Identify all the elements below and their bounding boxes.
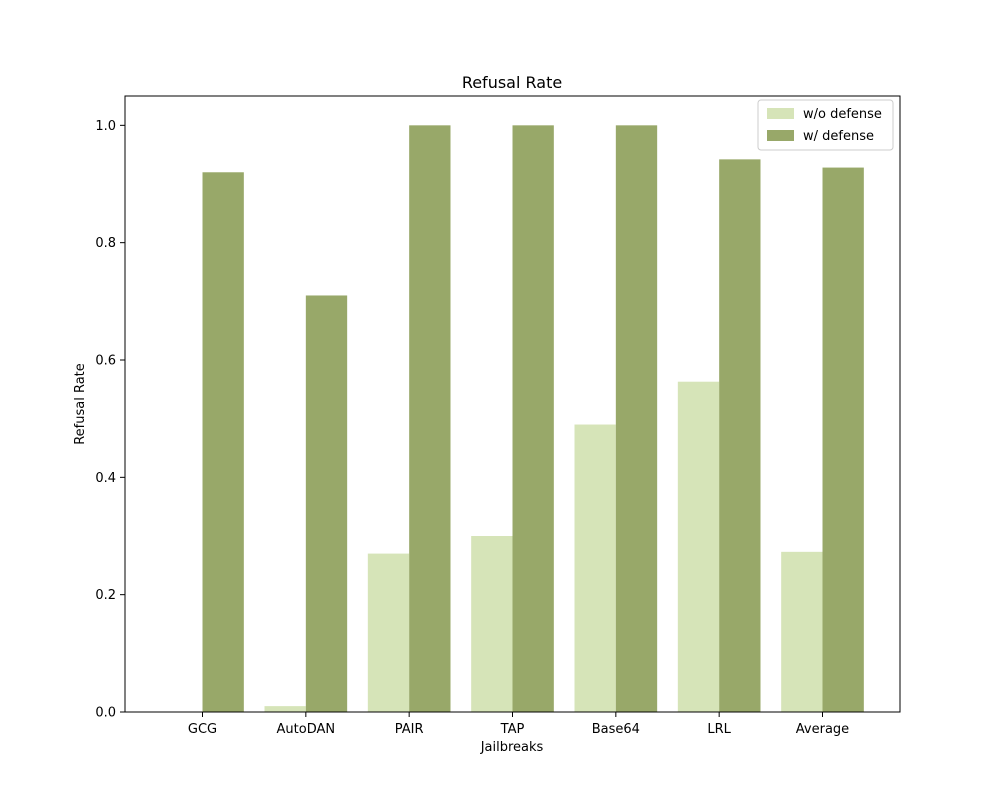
bars-group bbox=[202, 125, 864, 713]
bar-with-defense-average bbox=[822, 167, 864, 712]
bar-without-defense-base64 bbox=[574, 424, 616, 712]
bar-with-defense-lrl bbox=[719, 159, 761, 713]
bar-without-defense-average bbox=[781, 551, 823, 712]
bar-with-defense-gcg bbox=[202, 172, 244, 712]
bar-without-defense-autodan bbox=[264, 706, 306, 712]
y-tick-label: 0.8 bbox=[95, 236, 116, 251]
bar-with-defense-base64 bbox=[615, 125, 658, 712]
x-tick-label: Base64 bbox=[592, 722, 640, 737]
bar-with-defense-autodan bbox=[305, 295, 348, 712]
bar-without-defense-tap bbox=[471, 536, 513, 712]
x-tick-label: PAIR bbox=[395, 722, 424, 737]
y-tick-label: 1.0 bbox=[95, 119, 116, 134]
legend-swatch-without-defense bbox=[767, 108, 794, 119]
bar-without-defense-pair bbox=[367, 553, 410, 712]
chart-title: Refusal Rate bbox=[462, 73, 562, 92]
x-tick-label: AutoDAN bbox=[277, 722, 336, 737]
x-tick-label: TAP bbox=[500, 722, 525, 737]
legend: w/o defense w/ defense bbox=[757, 99, 894, 151]
x-tick-label: LRL bbox=[707, 722, 731, 737]
x-tick-label: Average bbox=[796, 722, 849, 737]
y-tick-label: 0.2 bbox=[95, 588, 116, 603]
y-tick-label: 0.0 bbox=[95, 706, 116, 721]
y-axis: 0.0 0.2 0.4 0.6 0.8 1.0 bbox=[95, 119, 125, 721]
bar-with-defense-tap bbox=[512, 125, 554, 712]
x-axis-label: Jailbreaks bbox=[480, 740, 544, 755]
y-axis-label: Refusal Rate bbox=[73, 363, 88, 445]
bar-with-defense-pair bbox=[409, 125, 451, 712]
x-axis: GCG AutoDAN PAIR TAP Base64 LRL Average bbox=[188, 712, 849, 737]
legend-label-with-defense: w/ defense bbox=[803, 129, 874, 144]
y-tick-label: 0.6 bbox=[95, 354, 116, 369]
y-tick-label: 0.4 bbox=[95, 471, 116, 486]
bar-without-defense-lrl bbox=[677, 381, 720, 712]
legend-label-without-defense: w/o defense bbox=[803, 107, 882, 122]
legend-swatch-with-defense bbox=[767, 130, 794, 141]
x-tick-label: GCG bbox=[188, 722, 217, 737]
